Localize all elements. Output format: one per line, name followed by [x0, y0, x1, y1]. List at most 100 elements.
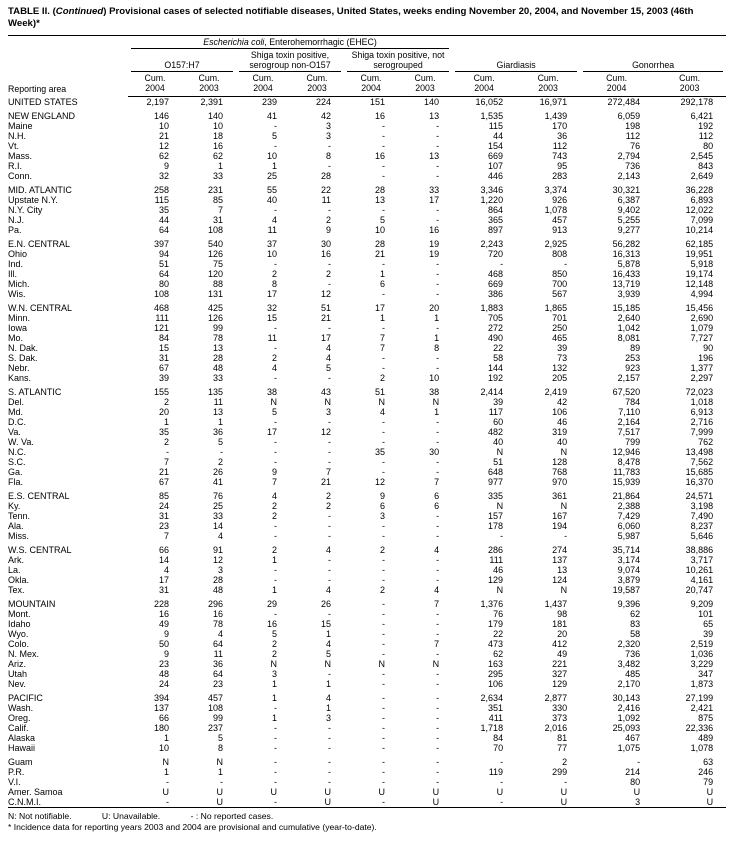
value-cell: 2: [379, 372, 385, 383]
value-cell: 292,178: [680, 96, 714, 107]
value-cell: -: [328, 446, 331, 457]
value-cell: 17: [374, 302, 385, 313]
value-cell: 13: [429, 110, 440, 121]
col-header-cum-2003-7: Cum. 2003: [516, 72, 581, 97]
reporting-area-cell: Ala.: [8, 520, 24, 531]
value-cell: 7,727: [690, 332, 714, 343]
value-cell: -: [382, 120, 385, 131]
value-cell: -: [274, 608, 277, 619]
value-cell: 75: [212, 258, 223, 269]
value-cell: 1: [379, 268, 385, 279]
value-cell: 106: [488, 678, 504, 689]
value-cell: 412: [552, 638, 568, 649]
value-cell: 15: [320, 618, 331, 629]
value-cell: 7: [271, 476, 277, 487]
value-cell: 64: [212, 668, 223, 679]
value-cell: 1: [163, 732, 169, 743]
value-cell: -: [328, 668, 331, 679]
value-cell: 63: [703, 756, 714, 767]
value-cell: 347: [698, 668, 714, 679]
value-cell: 7,562: [690, 456, 714, 467]
value-cell: -: [382, 520, 385, 531]
value-cell: 181: [552, 618, 568, 629]
value-cell: 16,433: [612, 268, 641, 279]
value-cell: 7: [163, 530, 169, 541]
value-cell: 124: [552, 574, 568, 585]
reporting-area-cell: Tenn.: [8, 510, 31, 521]
value-cell: 2,016: [544, 722, 568, 733]
reporting-area-cell: La.: [8, 564, 21, 575]
value-cell: 897: [488, 224, 504, 235]
value-cell: 154: [488, 140, 504, 151]
value-cell: 108: [207, 702, 223, 713]
reporting-area-cell: NEW ENGLAND: [8, 110, 76, 121]
reporting-area-cell: P.R.: [8, 766, 25, 777]
value-cell: -: [436, 140, 440, 151]
value-cell: 76: [493, 608, 504, 619]
value-cell: 146: [153, 110, 169, 121]
value-cell: 9: [163, 648, 169, 659]
table-row: Ind. 51 75 - - - - - - 5,878 5,918: [8, 259, 726, 269]
value-cell: 1,439: [544, 110, 568, 121]
value-cell: 10: [266, 248, 277, 259]
value-cell: 99: [212, 712, 223, 723]
value-cell: 246: [698, 766, 714, 777]
value-cell: -: [436, 776, 440, 787]
value-cell: -: [382, 130, 385, 141]
value-cell: 1: [217, 766, 223, 777]
value-cell: 5,255: [617, 214, 641, 225]
value-cell: 108: [207, 224, 223, 235]
reporting-area-cell: Maine: [8, 120, 33, 131]
table-row: PACIFIC 394 457 1 4 - - 2,634 2,877 30,143 27,199: [8, 693, 726, 703]
value-cell: -: [382, 160, 385, 171]
reporting-area-cell: Calif.: [8, 722, 29, 733]
value-cell: 46: [493, 564, 504, 575]
reporting-area-cell: Okla.: [8, 574, 30, 585]
value-cell: 6,387: [617, 194, 641, 205]
value-cell: 3,346: [480, 184, 504, 195]
value-cell: 700: [552, 278, 568, 289]
table-row: Nev. 24 23 1 1 - - 106 129 2,170 1,873: [8, 679, 726, 689]
value-cell: 35: [158, 204, 169, 215]
value-cell: 7,999: [690, 426, 714, 437]
table-row: Ala. 23 14 - - - - 178 194 6,060 8,237: [8, 521, 726, 531]
value-cell: -: [274, 258, 277, 269]
col-header-cum-2004-2: Cum. 2004: [236, 72, 290, 97]
value-cell: 5: [325, 648, 331, 659]
value-cell: -: [500, 796, 504, 807]
value-cell: 49: [557, 648, 568, 659]
value-cell: 736: [625, 160, 641, 171]
value-cell: 926: [552, 194, 568, 205]
value-cell: -: [274, 416, 277, 427]
footnote-n: N: Not notifiable.: [8, 810, 72, 821]
table-row: R.I. 9 1 1 - - - 107 95 736 843: [8, 161, 726, 171]
value-cell: 128: [552, 456, 568, 467]
value-cell: 94: [158, 248, 169, 259]
value-cell: 38: [266, 386, 277, 397]
value-cell: 88: [212, 278, 223, 289]
value-cell: 2,388: [617, 500, 641, 511]
value-cell: 1,883: [480, 302, 504, 313]
value-cell: -: [436, 510, 440, 521]
reporting-area-cell: N.J.: [8, 214, 25, 225]
value-cell: U: [560, 786, 568, 797]
value-cell: 167: [552, 510, 568, 521]
value-cell: -: [436, 608, 440, 619]
table-row: Tex. 31 48 1 4 2 4 N N 19,587 20,747: [8, 585, 726, 595]
value-cell: -: [436, 352, 440, 363]
value-cell: 457: [552, 214, 568, 225]
reporting-area-cell: N.H.: [8, 130, 26, 141]
value-cell: 14: [212, 520, 223, 531]
value-cell: 78: [212, 332, 223, 343]
value-cell: 95: [557, 160, 568, 171]
value-cell: -: [274, 776, 277, 787]
value-cell: -: [436, 258, 440, 269]
value-cell: 386: [488, 288, 504, 299]
value-cell: 62,185: [685, 238, 714, 249]
value-cell: 8: [217, 742, 223, 753]
value-cell: 3: [379, 510, 385, 521]
value-cell: 465: [552, 332, 568, 343]
value-cell: 5: [271, 406, 277, 417]
document-page: TABLE II. (Continued) Provisional cases …: [8, 6, 727, 832]
value-cell: -: [328, 608, 331, 619]
